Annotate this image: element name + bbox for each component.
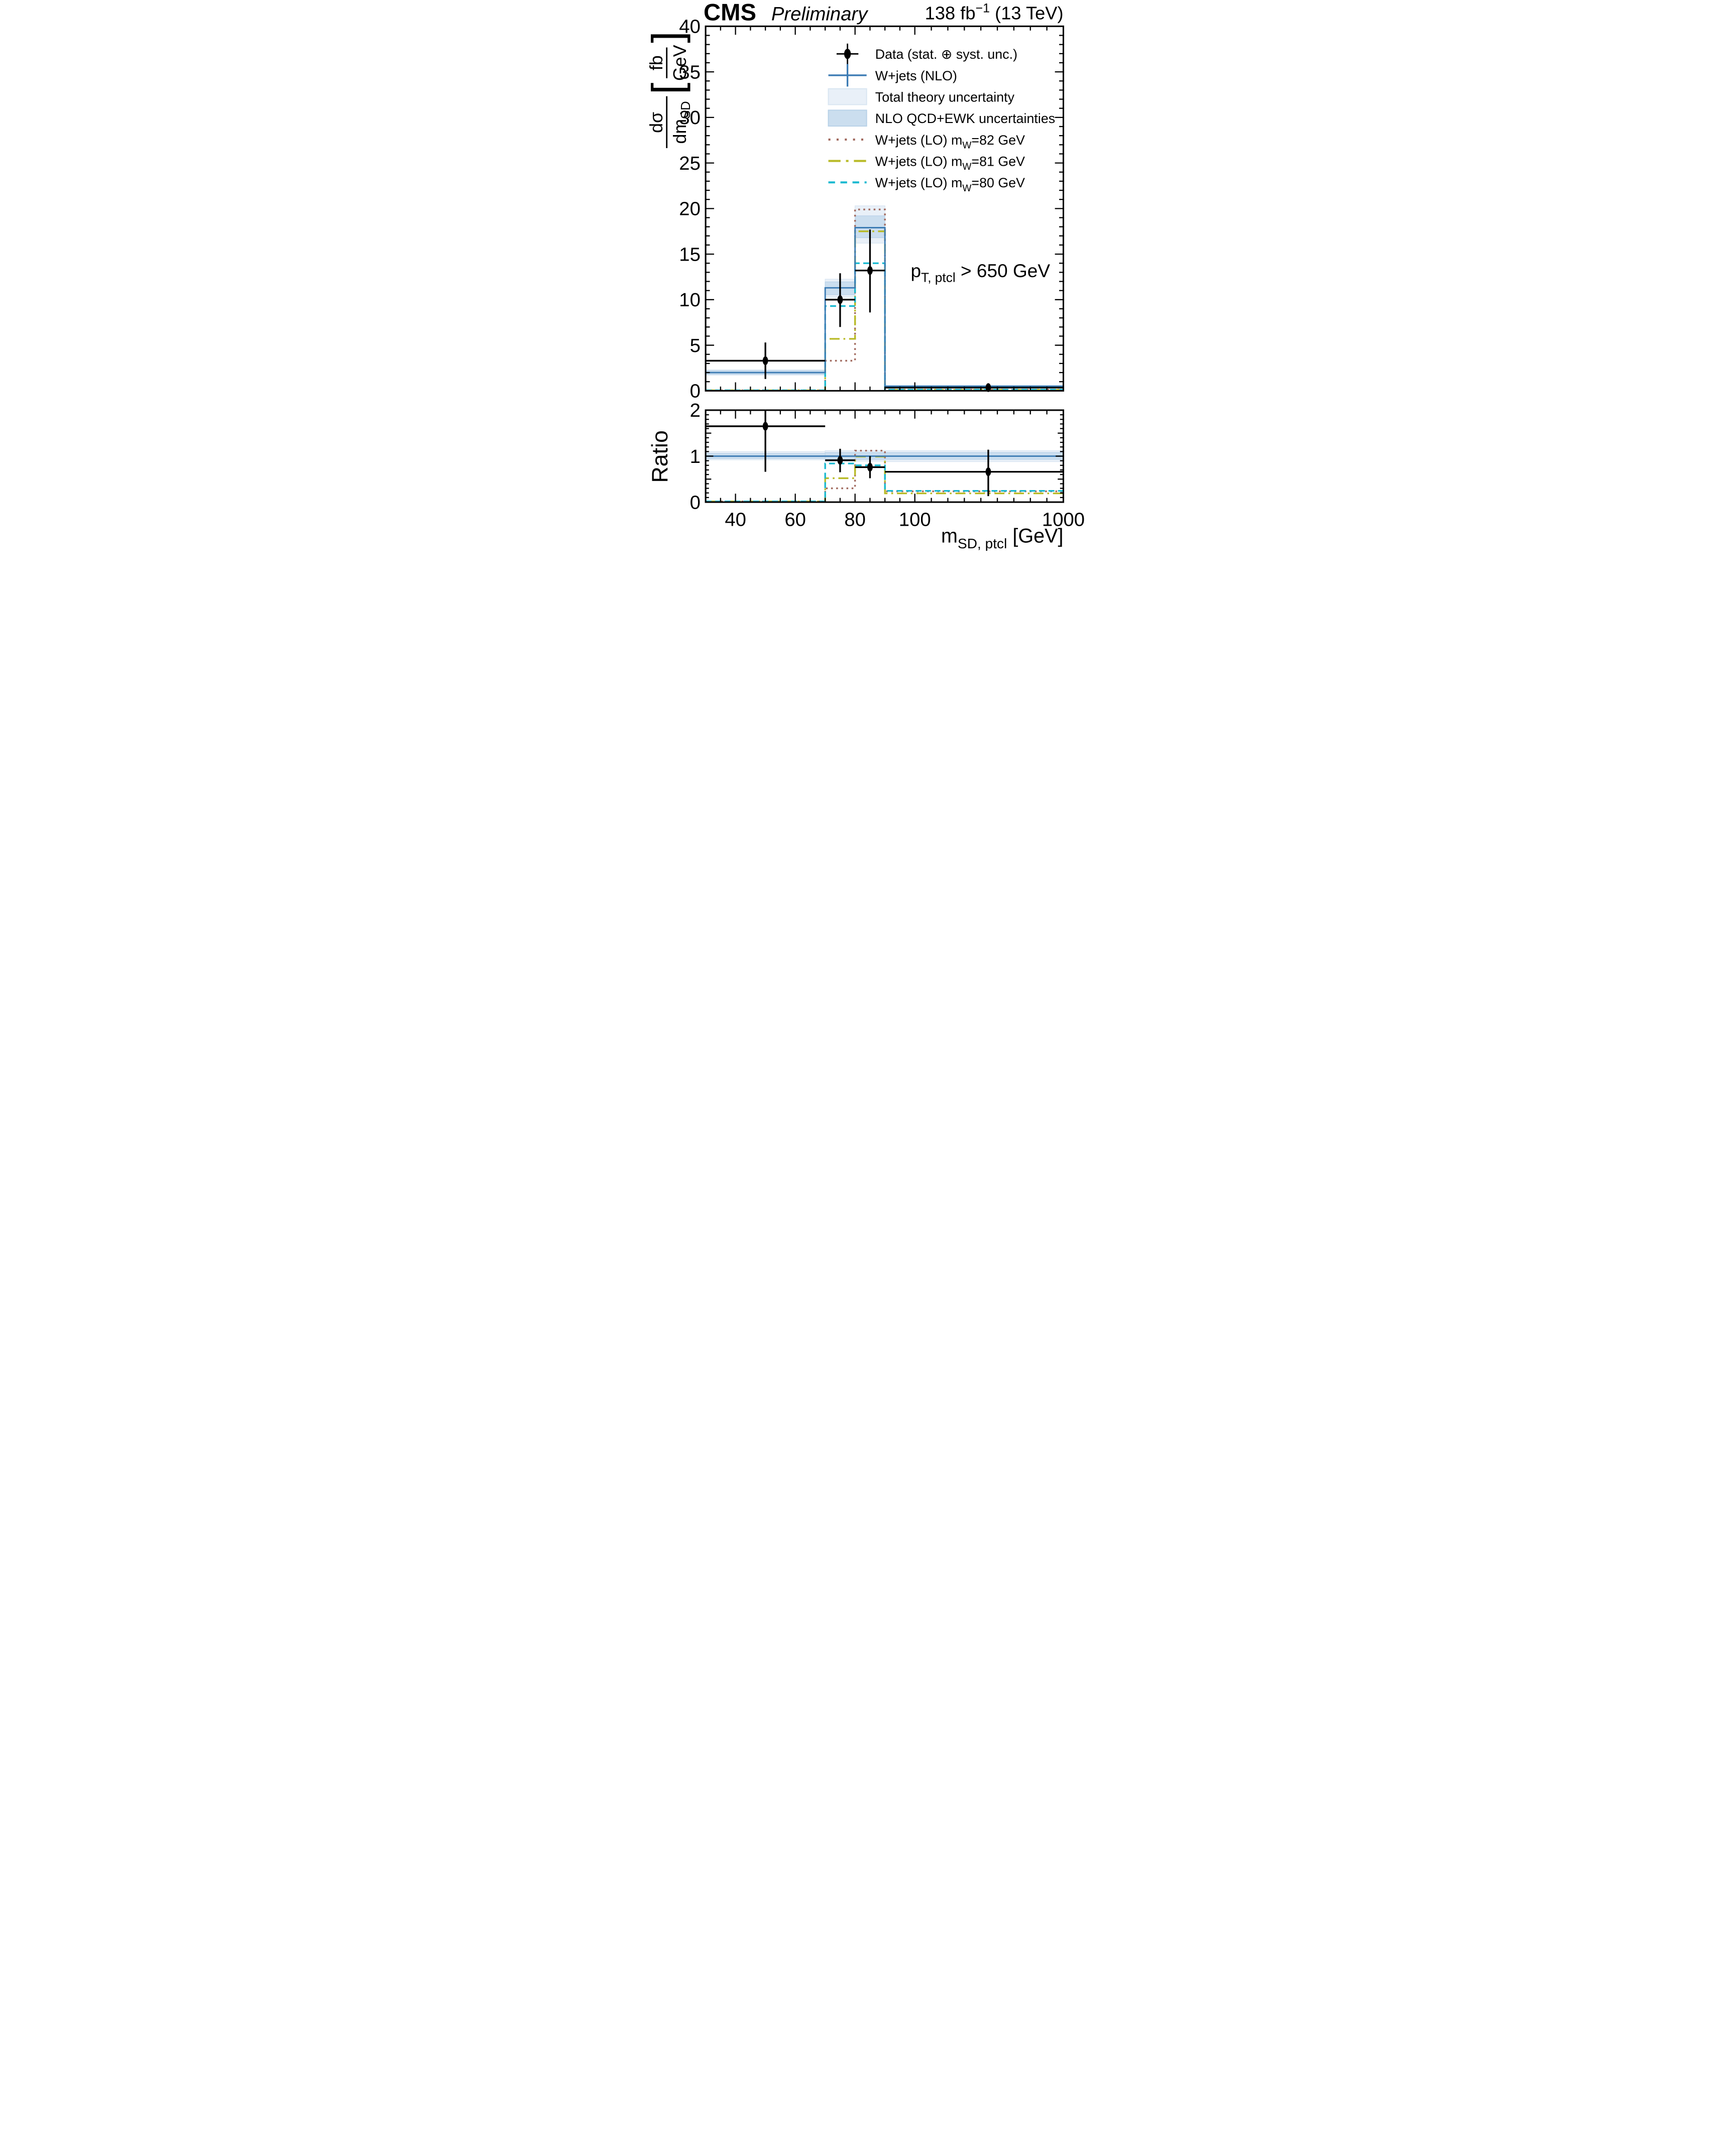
y-tick-label-main: 15 <box>679 244 701 265</box>
legend-data-marker <box>844 49 851 59</box>
y-title-numerator: dσ <box>646 112 666 133</box>
x-tick-label: 80 <box>844 509 866 530</box>
legend-total-unc-box <box>828 88 867 105</box>
y-tick-label-main: 25 <box>679 153 701 174</box>
data-point <box>985 467 991 476</box>
legend-label-nlo: W+jets (NLO) <box>875 68 957 83</box>
lumi-energy: (13 TeV) <box>990 3 1063 23</box>
plot-status-label: Preliminary <box>771 3 868 25</box>
pt-selection-annotation: pT, ptcl > 650 GeV <box>910 260 1050 285</box>
y-tick-label-main: 20 <box>679 198 701 220</box>
ratio-lo-mw80 <box>705 462 1064 503</box>
y-unit-open-bracket: [ <box>644 83 690 94</box>
x-tick-label: 60 <box>784 509 806 530</box>
plot-graphics: 0 5 10 15 20 25 30 35 40 0 1 2 40 60 80 100 1000 <box>679 16 1085 531</box>
y-tick-label-main: 30 <box>679 107 701 129</box>
x-tick-label: 1000 <box>1042 509 1084 530</box>
y-tick-label-main: 0 <box>689 381 700 402</box>
y-tick-label-main: 35 <box>679 61 701 83</box>
y-unit-close-bracket: ] <box>644 31 690 43</box>
y-title-denominator: dmSD <box>670 101 693 144</box>
legend-label-lo82: W+jets (LO) mW=82 GeV <box>875 133 1024 151</box>
lumi-value: 138 fb <box>925 3 975 23</box>
ratio-axis-title: Ratio <box>647 430 672 483</box>
data-point <box>837 456 843 465</box>
nlo-histogram <box>705 227 1064 387</box>
data-point <box>762 356 768 366</box>
y-tick-label-main: 40 <box>679 16 701 38</box>
x-tick-label: 100 <box>898 509 931 530</box>
legend-qcdewk-unc-box <box>828 109 867 127</box>
plot-canvas: 0 5 10 15 20 25 30 35 40 0 1 2 40 60 80 100 1000 CMS Pre… <box>644 0 1085 551</box>
x-axis-title: mSD, ptcl [GeV] <box>941 525 1063 551</box>
legend-label-lo80: W+jets (LO) mW=80 GeV <box>875 175 1024 194</box>
data-point <box>837 295 843 304</box>
y-tick-label-ratio: 1 <box>689 446 700 467</box>
lumi-exponent: −1 <box>975 1 990 15</box>
plot-labels: CMS Preliminary 138 fb−1 (13 TeV) Data (… <box>644 0 1064 551</box>
luminosity-label: 138 fb−1 (13 TeV) <box>925 1 1063 23</box>
y-tick-label-main: 10 <box>679 289 701 311</box>
y-unit-numerator: fb <box>646 55 666 70</box>
legend-label-total-unc: Total theory uncertainty <box>875 90 1014 105</box>
legend-label-data: Data (stat. ⊕ syst. unc.) <box>875 47 1017 62</box>
data-point <box>867 462 873 472</box>
cms-plot-page: 0 5 10 15 20 25 30 35 40 0 1 2 40 60 80 100 1000 CMS Pre… <box>644 0 1086 551</box>
legend-label-qcdewk-unc: NLO QCD+EWK uncertainties <box>875 111 1055 126</box>
y-tick-label-main: 5 <box>689 335 700 356</box>
data-point <box>985 383 991 392</box>
y-tick-label-ratio: 0 <box>689 492 700 513</box>
y-tick-label-ratio: 2 <box>689 400 700 421</box>
legend-label-lo81: W+jets (LO) mW=81 GeV <box>875 154 1024 173</box>
y-axis-title: dσ dmSD [ fb GeV ] <box>644 31 693 149</box>
x-tick-label: 40 <box>725 509 746 530</box>
data-point <box>867 266 873 275</box>
y-unit-denominator: GeV <box>670 45 690 81</box>
data-point <box>762 422 768 431</box>
experiment-logo: CMS <box>704 0 756 26</box>
